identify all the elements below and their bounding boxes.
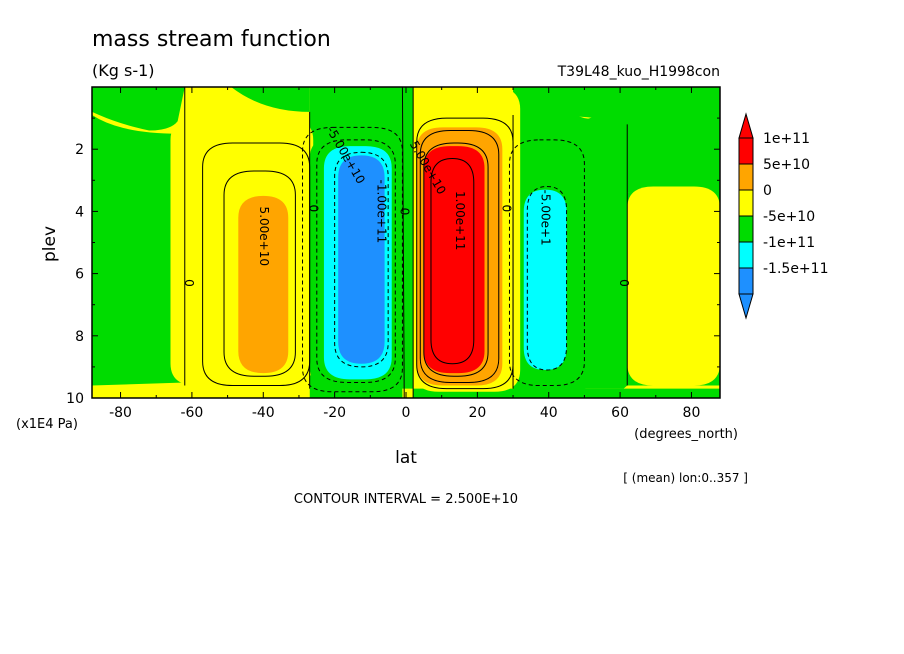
x-tick-label: -20 bbox=[323, 405, 346, 421]
y-axis: 2 4 6 8 10 bbox=[66, 117, 720, 407]
x-tick-label: 20 bbox=[468, 405, 486, 421]
legend-swatch bbox=[738, 163, 754, 191]
experiment-label: T39L48_kuo_H1998con bbox=[557, 64, 720, 80]
zero-contour-2 bbox=[401, 86, 405, 399]
color-legend: 1e+11 5e+10 0 -5e+10 -1e+11 -1.5e+11 bbox=[738, 112, 828, 320]
x-tick-label: 40 bbox=[540, 405, 558, 421]
y-tick-label: 8 bbox=[75, 329, 84, 345]
y-tick-label: 4 bbox=[75, 204, 84, 220]
contour-interval: CONTOUR INTERVAL = 2.500E+10 bbox=[294, 492, 518, 507]
legend-swatch bbox=[738, 189, 754, 217]
contour-lines bbox=[184, 86, 628, 399]
southern-polar-green bbox=[92, 114, 185, 386]
contour-north-negative-outer bbox=[508, 139, 585, 387]
contour-label-9: -5.00e+1 bbox=[539, 190, 553, 246]
x-axis-units: (degrees_north) bbox=[634, 427, 738, 442]
legend-swatch bbox=[738, 267, 754, 295]
contour-south-positive-outer bbox=[202, 142, 311, 387]
legend-label: -5e+10 bbox=[763, 209, 815, 225]
southern-hadley-blue bbox=[338, 155, 385, 364]
x-tick-label: 60 bbox=[611, 405, 629, 421]
x-tick-label: -40 bbox=[252, 405, 275, 421]
x-axis: -80 -60 -40 -20 0 20 40 60 80 bbox=[109, 87, 700, 421]
contour-south-positive-inner bbox=[223, 170, 296, 377]
northern-ferrel-cyan bbox=[523, 189, 567, 371]
upper-green-notch bbox=[231, 87, 310, 112]
north-high-cell bbox=[627, 186, 720, 386]
legend-swatch bbox=[738, 137, 754, 165]
legend-label: -1e+11 bbox=[763, 235, 815, 251]
legend-label: 5e+10 bbox=[763, 157, 810, 173]
contour-label-0: 5.00e+10 bbox=[257, 207, 271, 266]
x-tick-label: 80 bbox=[683, 405, 701, 421]
chart-title: mass stream function bbox=[92, 27, 331, 52]
legend-label: 0 bbox=[763, 183, 772, 199]
y-axis-units: (x1E4 Pa) bbox=[16, 417, 78, 432]
contour-north-positive-mid bbox=[419, 130, 500, 383]
contour-label-8: 0 bbox=[499, 204, 513, 212]
contour-label-5: 0 bbox=[398, 208, 412, 216]
plot-area bbox=[92, 87, 720, 398]
legend-arrow-bottom bbox=[738, 293, 754, 320]
x-tick-label: -60 bbox=[180, 405, 203, 421]
legend-swatch bbox=[738, 215, 754, 243]
northern-hadley-red bbox=[423, 146, 485, 374]
contour-north-negative-inner bbox=[526, 186, 568, 371]
x-tick-label: 0 bbox=[402, 405, 411, 421]
southern-ferrel-orange bbox=[238, 195, 289, 374]
contour-north-positive-inner bbox=[423, 142, 489, 377]
contour-label-10: 0 bbox=[617, 279, 631, 287]
contour-north-positive-outer bbox=[416, 117, 514, 390]
y-axis-label: plev bbox=[40, 226, 60, 262]
northern-polar-green bbox=[513, 87, 720, 193]
y-tick-label: 6 bbox=[75, 267, 84, 283]
contour-label-2: 0 bbox=[307, 204, 321, 212]
contour-label-7: 1.00e+11 bbox=[453, 191, 467, 250]
x-tick-label: -80 bbox=[109, 405, 132, 421]
surface-yellow-strip bbox=[92, 385, 310, 398]
y-tick-label: 10 bbox=[66, 391, 84, 407]
mean-note: [ (mean) lon:0..357 ] bbox=[623, 471, 748, 485]
legend-label: -1.5e+11 bbox=[763, 261, 828, 277]
contour-south-negative-outer bbox=[302, 126, 403, 393]
legend-swatch bbox=[738, 241, 754, 269]
contour-label-1: 0 bbox=[182, 279, 196, 287]
contour-label-4: -1.00e+11 bbox=[375, 180, 389, 244]
contour-south-negative-inner bbox=[334, 151, 389, 368]
contour-north-positive-core bbox=[430, 158, 475, 365]
legend-label: 1e+11 bbox=[763, 131, 810, 147]
legend-arrow-top bbox=[738, 112, 754, 139]
y-tick-label: 2 bbox=[75, 142, 84, 158]
chart-units: (Kg s-1) bbox=[92, 61, 155, 80]
x-axis-label: lat bbox=[395, 448, 417, 468]
